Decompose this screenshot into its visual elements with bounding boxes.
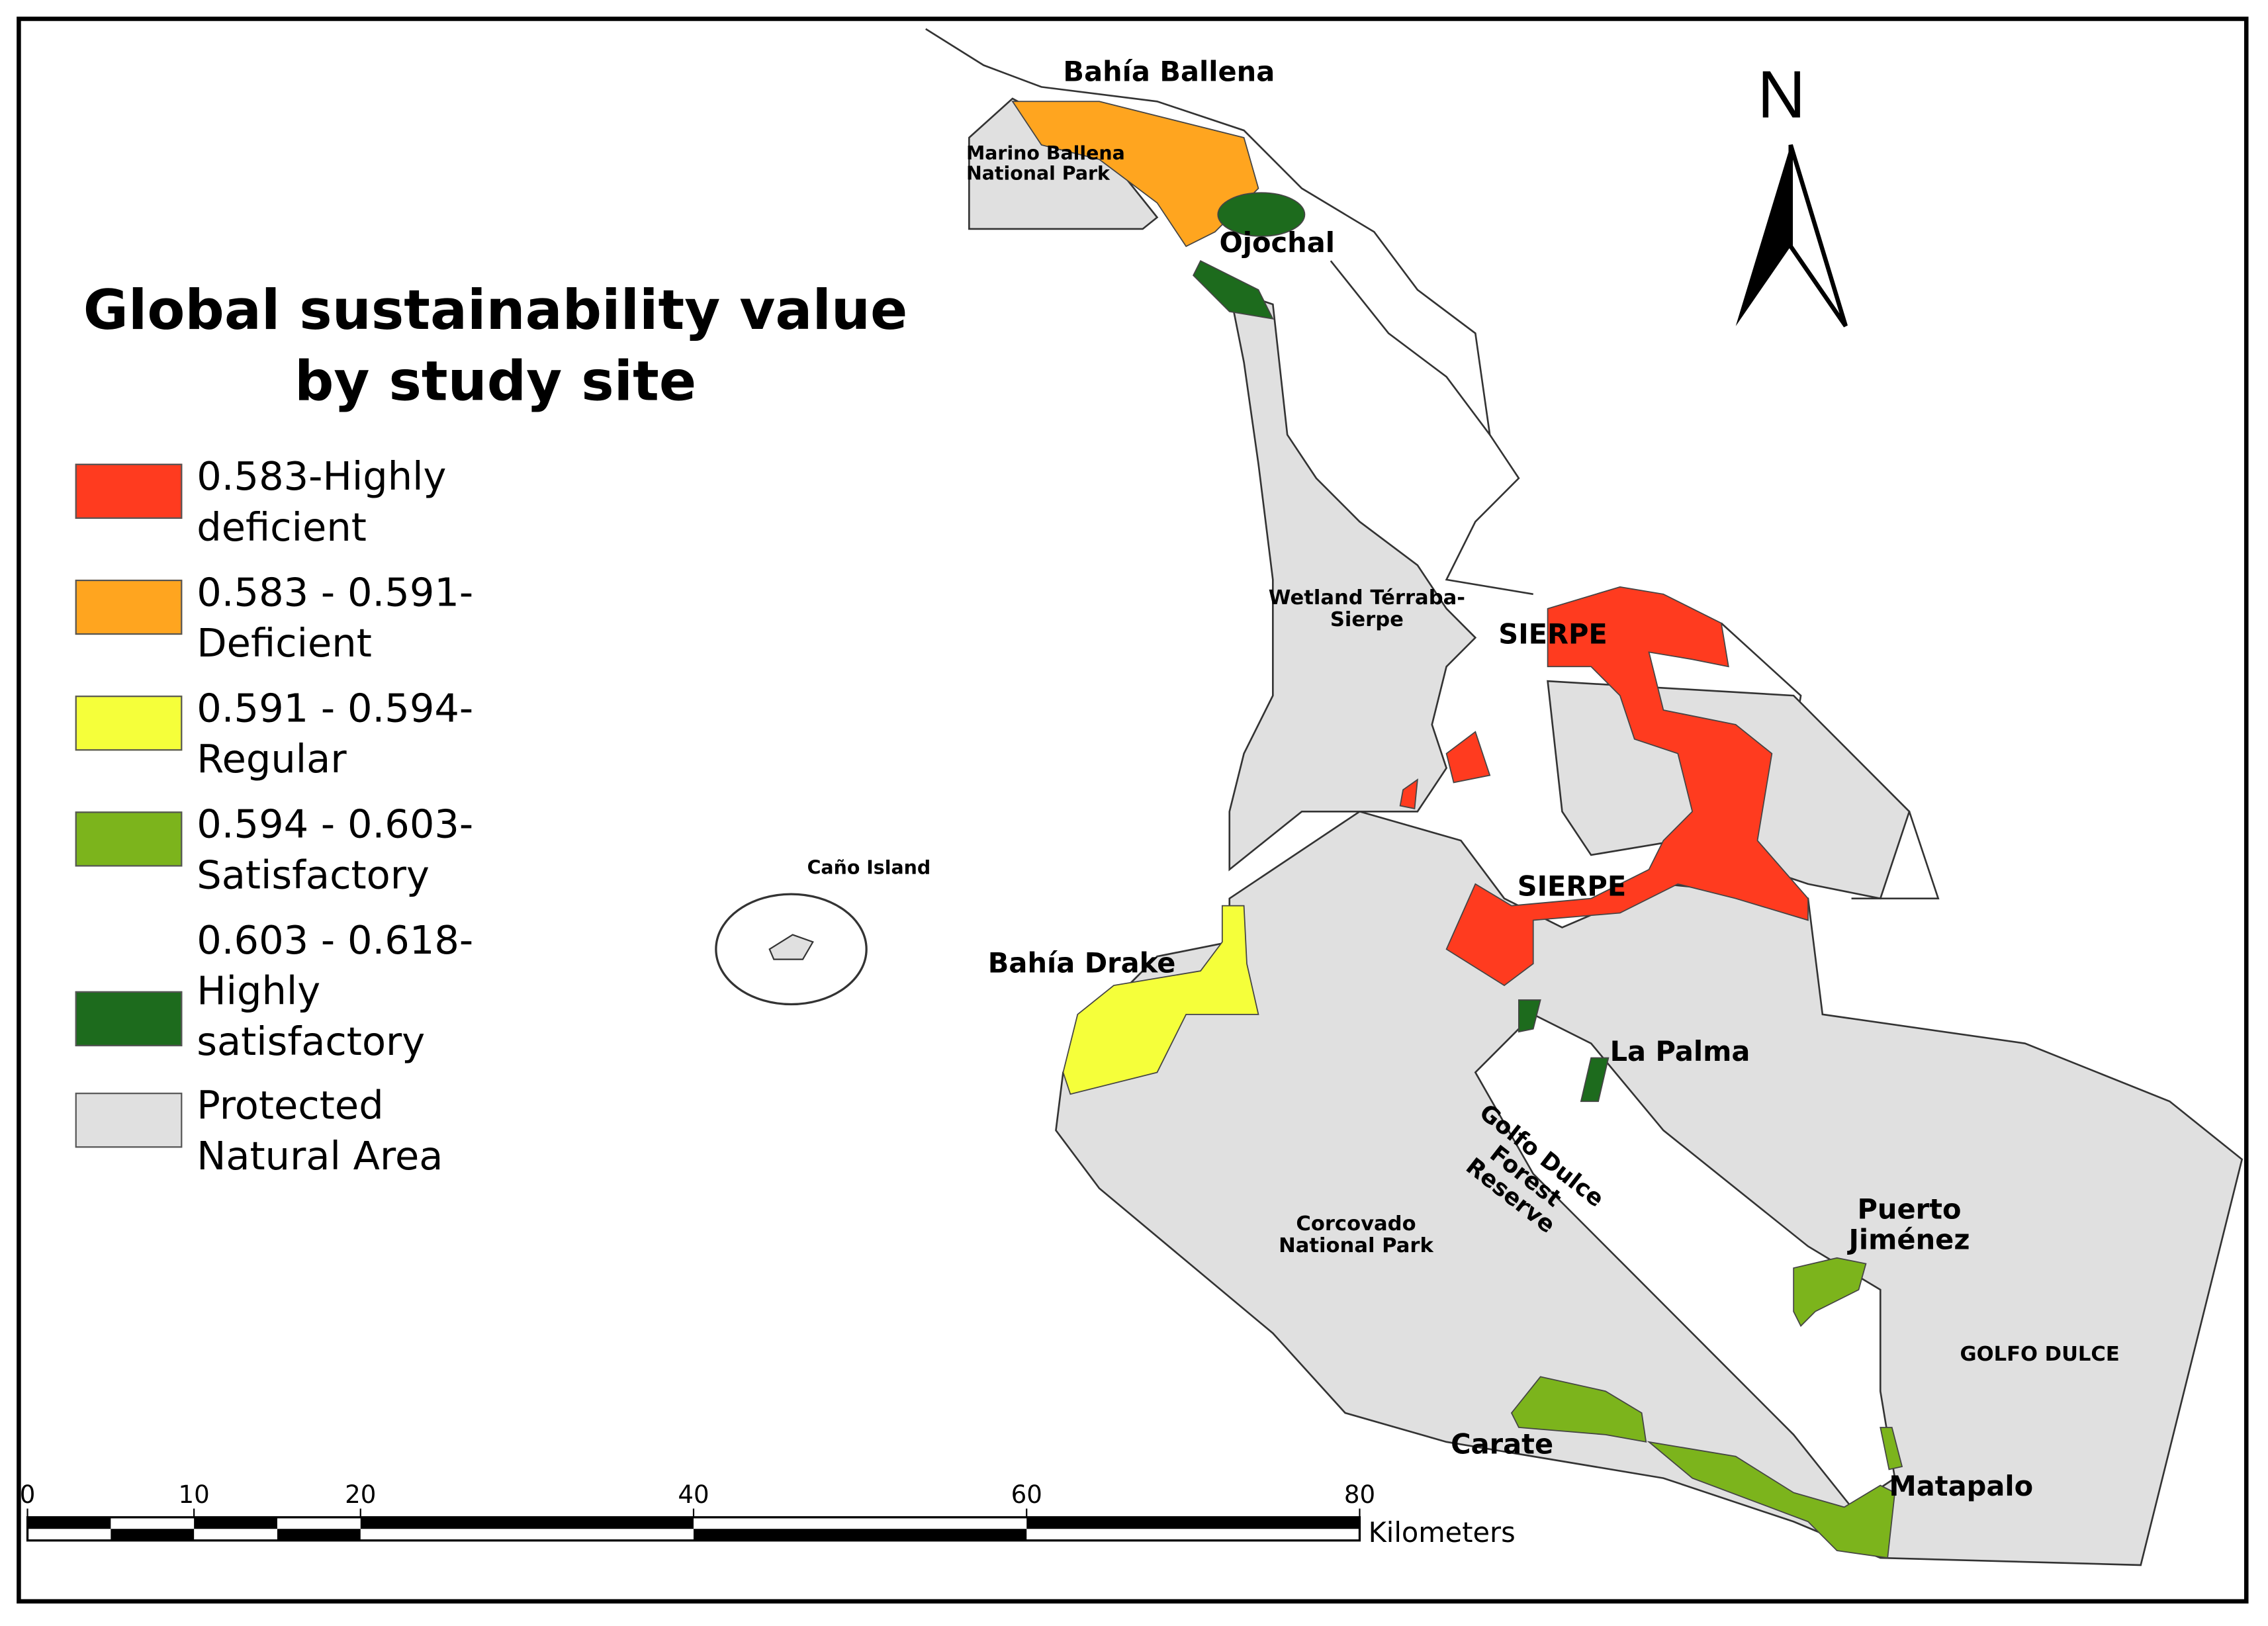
place-label: Carate [1451,1429,1554,1461]
scale-tick-label: 60 [1011,1480,1042,1509]
legend-swatch [75,991,183,1047]
study-site [1518,999,1541,1033]
scale-tick-label: 80 [1344,1480,1375,1509]
place-label: Caño Island [807,858,931,880]
legend-swatch [75,811,183,867]
legend-item: 0.583-Highly deficient [75,452,553,553]
place-label: Puerto Jiménez [1848,1194,1970,1257]
place-label: Marino Ballena National Park [966,143,1125,186]
study-site [1647,1441,1896,1559]
place-label: Wetland Térraba-Sierpe [1268,586,1465,633]
place-label: GOLFO DULCE [1960,1343,2120,1367]
legend-label: 0.594 - 0.603-Satisfactory [197,803,474,899]
scale-block [194,1517,277,1529]
study-site [1011,101,1259,248]
study-site [1510,1376,1647,1443]
scale-block [693,1529,1027,1541]
place-label: Bahía Ballena [1063,56,1275,89]
legend-item: 0.603 - 0.618-Highly satisfactory [75,916,553,1068]
map-title: Global sustainability value by study sit… [83,278,908,414]
place-label: Ojochal [1219,227,1335,259]
legend-swatch [75,579,183,635]
scale-block [111,1529,195,1541]
legend-label: 0.591 - 0.594-Regular [197,686,474,783]
scale-tick-label: 20 [345,1480,376,1509]
legend-item: 0.591 - 0.594-Regular [75,684,553,786]
protected-area [1228,288,1477,872]
scale-tick-label: 10 [179,1480,210,1509]
north-label: N [1757,56,1806,132]
study-site [1193,259,1274,320]
place-label: Bahía Drake [987,948,1176,980]
study-site [1445,586,1809,987]
study-sites [1011,101,1903,1559]
place-label: SIERPE [1517,871,1627,903]
place-label: Corcovado National Park [1279,1212,1433,1259]
scale-tick-label: 0 [20,1480,36,1509]
study-site [1062,905,1259,1095]
study-site [1580,1057,1610,1103]
scale-block [360,1517,694,1529]
protected-area [968,97,1159,230]
scale-tick-label: 40 [678,1480,709,1509]
legend-item: Protected Natural Area [75,1081,553,1183]
protected-area [768,934,814,960]
place-label: Matapalo [1889,1470,2034,1503]
legend-label: 0.603 - 0.618-Highly satisfactory [197,919,474,1065]
scale-block [27,1517,111,1529]
scale-block [1026,1517,1360,1529]
legend-label: 0.583-Highly deficient [197,455,447,551]
scale-bar: 0 10 20 40 60 80 Kilometers [20,1480,1516,1549]
legend-swatch [75,1093,183,1148]
legend-label: 0.583 - 0.591-Deficient [197,570,474,667]
study-site [1793,1257,1867,1328]
place-label: SIERPE [1498,619,1608,651]
study-site [1399,778,1418,809]
place-label: La Palma [1610,1036,1750,1068]
legend-swatch [75,463,183,519]
legend-swatch [75,696,183,751]
scale-unit: Kilometers [1369,1516,1516,1549]
legend-item: 0.583 - 0.591-Deficient [75,568,553,669]
legend-item: 0.594 - 0.603-Satisfactory [75,800,553,901]
study-site [1445,731,1491,784]
study-site [1217,192,1306,237]
study-site [1880,1427,1903,1470]
legend-label: Protected Natural Area [197,1083,443,1180]
scale-block [277,1529,361,1541]
